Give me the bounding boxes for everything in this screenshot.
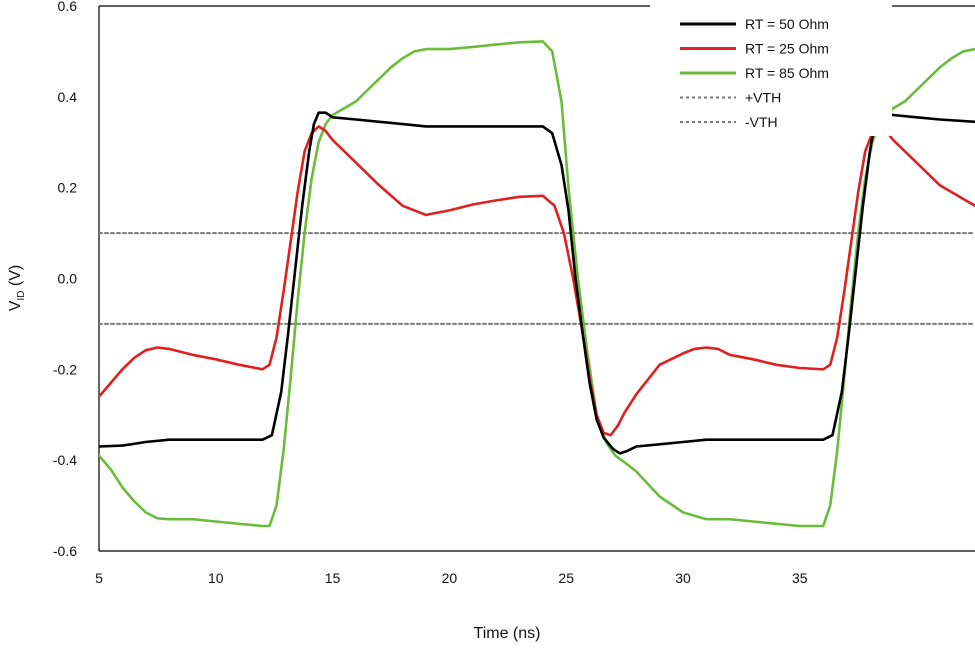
x-tick-label: 20 bbox=[442, 570, 458, 586]
y-axis-title-main: V bbox=[7, 300, 24, 311]
x-axis-title: Time (ns) bbox=[474, 625, 541, 642]
axes bbox=[98, 5, 975, 552]
x-tick-label: 15 bbox=[325, 570, 341, 586]
y-tick-label: -0.6 bbox=[53, 543, 77, 559]
y-tick-label: 0.2 bbox=[58, 180, 78, 196]
y-tick-label: 0.0 bbox=[58, 271, 78, 287]
legend-label: RT = 85 Ohm bbox=[745, 65, 829, 81]
legend-label: +VTH bbox=[745, 90, 781, 106]
series-line-rt-50-ohm bbox=[99, 111, 975, 455]
legend-label: RT = 50 Ohm bbox=[745, 16, 829, 32]
y-axis-title: VID (V) bbox=[7, 265, 27, 311]
series-lines bbox=[99, 40, 975, 528]
legend-label: -VTH bbox=[745, 114, 778, 130]
legend-label: RT = 25 Ohm bbox=[745, 41, 829, 57]
y-tick-label: 0.6 bbox=[58, 0, 78, 14]
x-tick-label: 30 bbox=[675, 570, 691, 586]
series-line-rt-25-ohm bbox=[99, 125, 975, 437]
x-tick-label: 25 bbox=[558, 570, 574, 586]
y-tick-label: -0.2 bbox=[53, 361, 77, 377]
y-tick-label: -0.4 bbox=[53, 452, 77, 468]
legend: RT = 50 Ohm RT = 25 Ohm RT = 85 Ohm +VTH -VT… bbox=[650, 0, 892, 136]
y-tick-label: 0.4 bbox=[58, 89, 78, 105]
y-axis-title-subscript: ID bbox=[16, 291, 27, 301]
x-tick-label: 10 bbox=[208, 570, 224, 586]
x-tick-label: 35 bbox=[792, 570, 808, 586]
svg-text:VID (V): VID (V) bbox=[7, 265, 27, 311]
y-axis-title-unit: (V) bbox=[7, 265, 24, 291]
threshold-lines bbox=[99, 232, 975, 325]
x-tick-label: 5 bbox=[95, 570, 103, 586]
tick-labels: 0.6 0.4 0.2 0.0 -0.2 -0.4 -0.6 5 10 15 20 25 30 35 bbox=[53, 0, 808, 586]
